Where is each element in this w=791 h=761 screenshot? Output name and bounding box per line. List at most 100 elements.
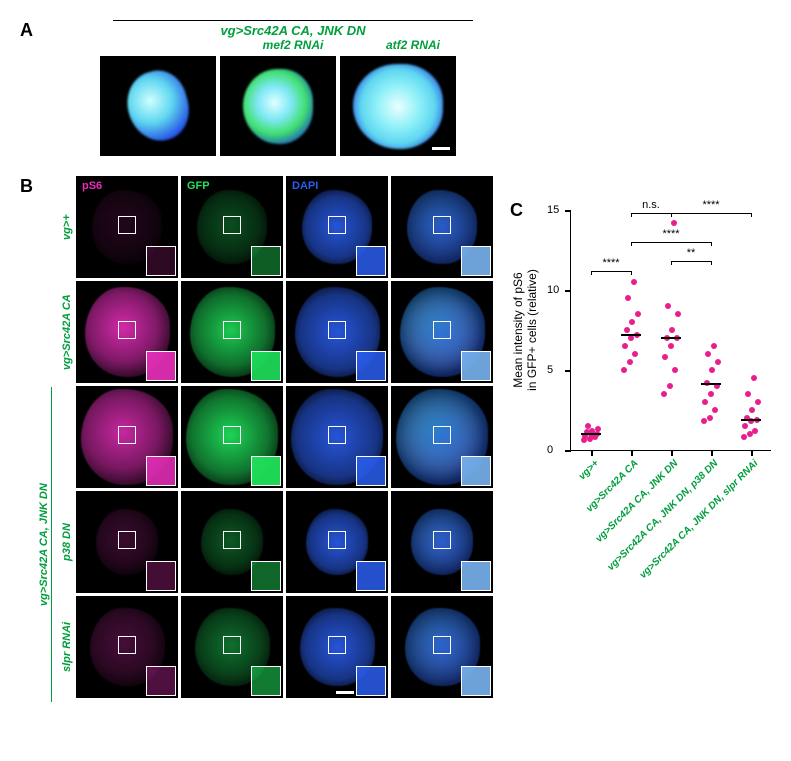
data-point	[711, 343, 717, 349]
significance-bar	[631, 213, 671, 214]
inset-zoom	[356, 246, 386, 276]
data-point	[708, 391, 714, 397]
data-point	[662, 354, 668, 360]
panel-b-cell-4-1	[181, 596, 283, 698]
data-point	[635, 311, 641, 317]
data-point	[702, 399, 708, 405]
x-tick	[631, 450, 633, 456]
median-line	[661, 337, 681, 339]
data-point	[585, 423, 591, 429]
y-tick	[565, 370, 571, 372]
panel-a-cond-1: mef2 RNAi	[233, 38, 353, 52]
data-point	[742, 423, 748, 429]
panel-a: A vg>Src42A CA, JNK DN mef2 RNAi atf2 RN…	[20, 20, 771, 156]
panel-a-image-1	[220, 56, 336, 156]
roi-box	[118, 216, 136, 234]
data-point	[665, 303, 671, 309]
median-line	[701, 383, 721, 385]
inset-zoom	[461, 561, 491, 591]
data-point	[661, 391, 667, 397]
roi-box	[328, 426, 346, 444]
y-tick	[565, 290, 571, 292]
panel-b-row-labels: vg>+ vg>Src42A CA p38 DN slpr RNAi	[58, 176, 76, 698]
x-tick	[751, 450, 753, 456]
panel-a-label: A	[20, 20, 33, 41]
data-point	[707, 415, 713, 421]
roi-box	[223, 321, 241, 339]
panel-a-cond-2: atf2 RNAi	[353, 38, 473, 52]
panel-b-cell-4-2	[286, 596, 388, 698]
roi-box	[433, 531, 451, 549]
inset-zoom	[356, 561, 386, 591]
panel-b-grid: pS6 GFP DAPI	[76, 176, 493, 698]
data-point	[629, 319, 635, 325]
panel-b-cell-1-2	[286, 281, 388, 383]
panel-b-cell-1-3	[391, 281, 493, 383]
channel-label-GFP: GFP	[187, 180, 210, 192]
panel-a-images	[100, 56, 771, 156]
panel-b-cell-3-3	[391, 491, 493, 593]
significance-bar-tick	[591, 271, 592, 275]
roi-box	[328, 216, 346, 234]
panel-a-header: vg>Src42A CA, JNK DN mef2 RNAi atf2 RNAi	[113, 20, 473, 52]
panel-a-image-2	[340, 56, 456, 156]
panel-b-cell-2-0	[76, 386, 178, 488]
panel-b-cell-0-0: pS6	[76, 176, 178, 278]
roi-box	[223, 531, 241, 549]
significance-bar-tick	[631, 271, 632, 275]
panel-b-cell-0-1: GFP	[181, 176, 283, 278]
scatter-plot: Mean intensity of pS6in GFP+ cells (rela…	[570, 210, 771, 451]
inset-zoom	[146, 456, 176, 486]
median-line	[741, 419, 761, 421]
roi-box	[433, 216, 451, 234]
data-point	[631, 279, 637, 285]
panel-b-cell-3-0	[76, 491, 178, 593]
inset-zoom	[251, 666, 281, 696]
inset-zoom	[251, 561, 281, 591]
panel-a-driver: vg>Src42A CA, JNK DN	[113, 20, 473, 38]
y-tick	[565, 210, 571, 212]
roi-box	[328, 636, 346, 654]
data-point	[669, 327, 675, 333]
panel-c-label: C	[510, 200, 523, 221]
significance-label: ****	[602, 257, 619, 269]
inset-zoom	[251, 351, 281, 381]
panel-b-cell-2-3	[391, 386, 493, 488]
y-tick-label: 5	[547, 364, 553, 376]
significance-bar-tick	[671, 213, 672, 217]
significance-bar-tick	[711, 261, 712, 265]
data-point	[625, 295, 631, 301]
channel-label-pS6: pS6	[82, 180, 102, 192]
inset-zoom	[461, 666, 491, 696]
data-point	[752, 428, 758, 434]
roi-box	[433, 426, 451, 444]
inset-zoom	[146, 666, 176, 696]
data-point	[624, 327, 630, 333]
roi-box	[118, 636, 136, 654]
roi-box	[328, 321, 346, 339]
roi-box	[223, 216, 241, 234]
roi-box	[118, 531, 136, 549]
data-point	[672, 367, 678, 373]
significance-label: ****	[662, 228, 679, 240]
panel-a-cond-0	[113, 38, 233, 52]
x-category-label: vg>+	[576, 458, 600, 482]
panel-b-row-label-4: slpr RNAi	[58, 596, 76, 698]
median-line	[621, 334, 641, 336]
data-point	[671, 220, 677, 226]
x-tick	[591, 450, 593, 456]
channel-label-DAPI: DAPI	[292, 180, 318, 192]
panel-b-row-label-3: p38 DN	[58, 491, 76, 593]
roi-box	[328, 531, 346, 549]
data-point	[667, 383, 673, 389]
inset-zoom	[461, 246, 491, 276]
significance-bar-tick	[711, 242, 712, 246]
roi-box	[118, 426, 136, 444]
roi-box	[433, 636, 451, 654]
data-point	[712, 407, 718, 413]
panel-b-bracket-line	[51, 387, 56, 702]
panel-b-cell-1-0	[76, 281, 178, 383]
significance-label: n.s.	[642, 199, 660, 211]
panel-b-row-label-0: vg>+	[58, 176, 76, 278]
panel-b-cell-1-1	[181, 281, 283, 383]
